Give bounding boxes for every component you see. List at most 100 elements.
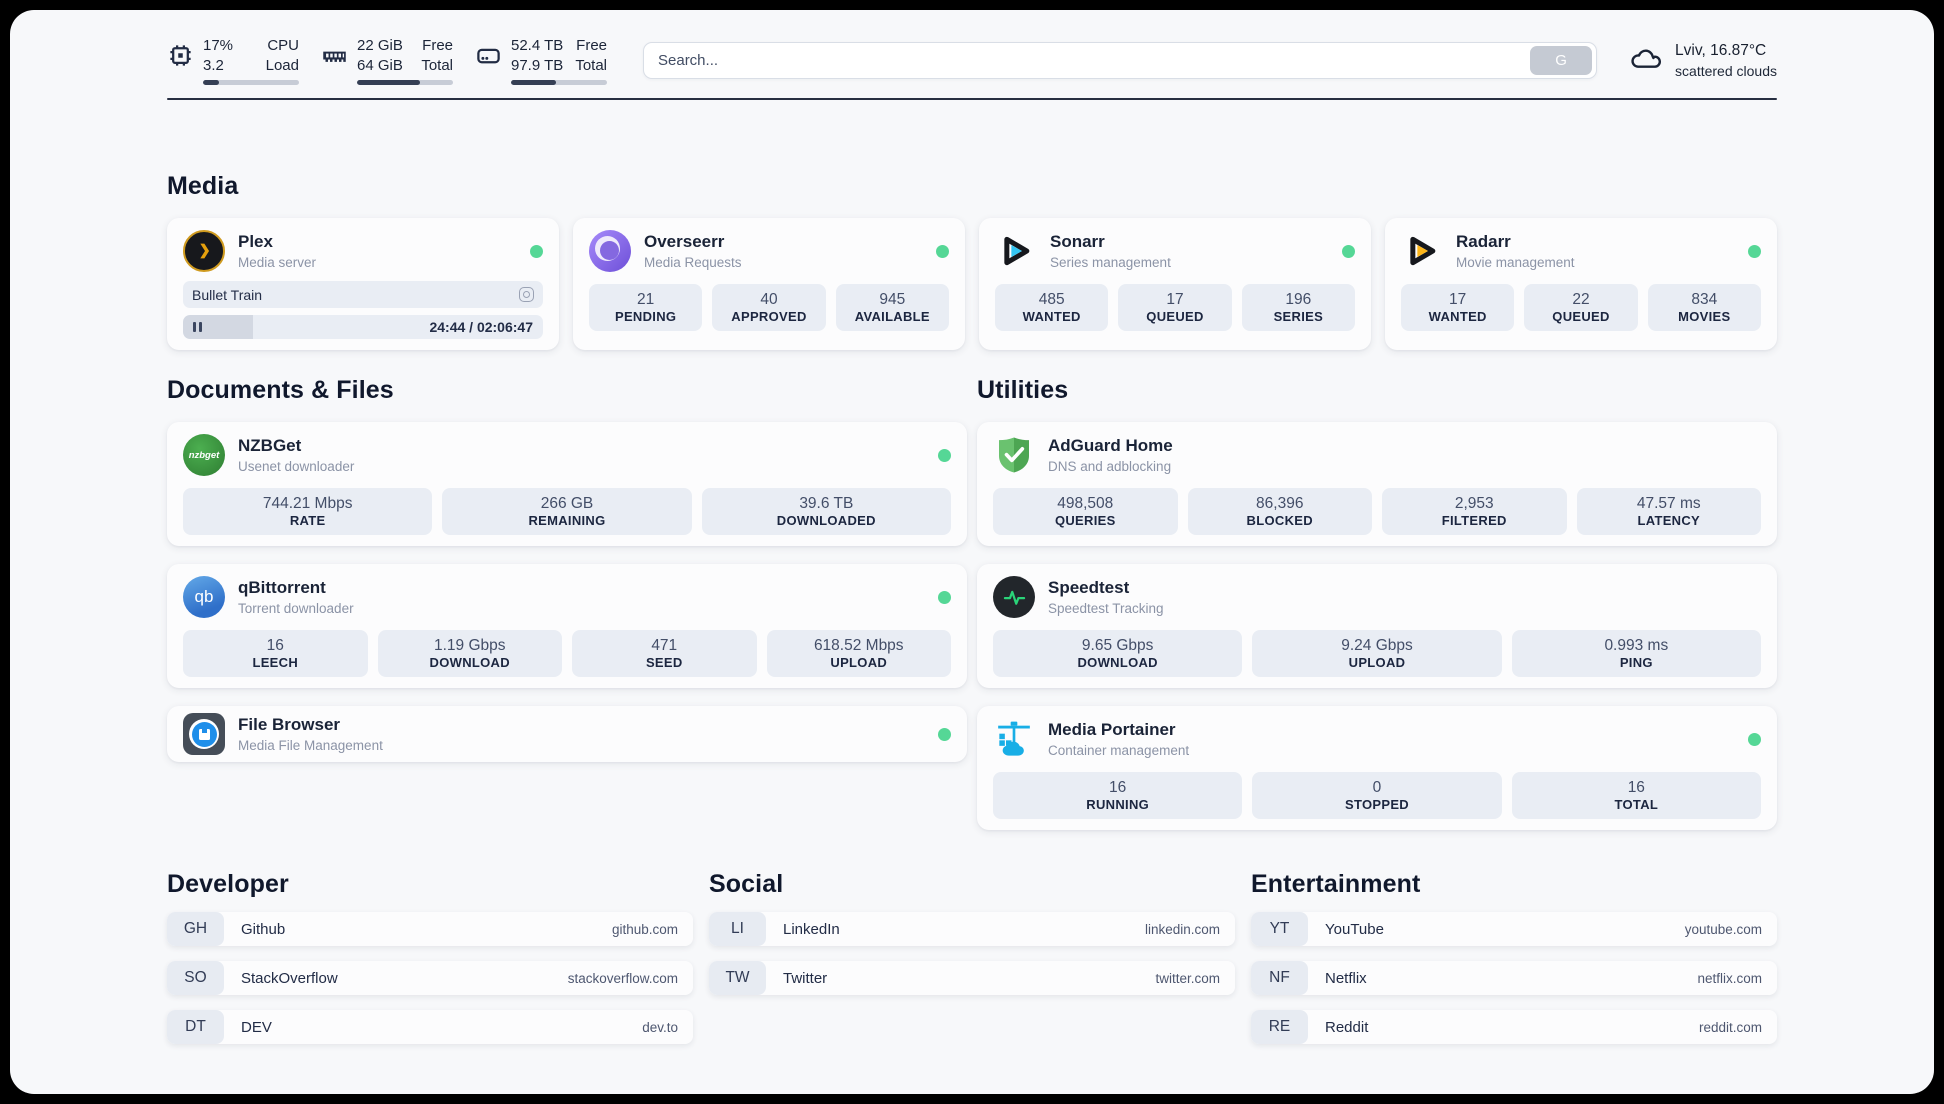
app-name: File Browser: [238, 715, 341, 735]
stat-value: 266 GB: [540, 494, 594, 512]
link-reddit[interactable]: RE Reddit reddit.com: [1251, 1010, 1777, 1044]
status-dot: [1342, 244, 1355, 258]
link-twitter[interactable]: TW Twitter twitter.com: [709, 961, 1235, 995]
stat-label: TOTAL: [1614, 797, 1659, 813]
stat-value: 471: [651, 636, 678, 654]
stat-label: LATENCY: [1637, 513, 1701, 529]
links-grid: Developer GH Github github.com SO StackO…: [167, 870, 1777, 1044]
app-card-plex[interactable]: Plex Media server Bullet Train 24:44 / 0…: [167, 218, 559, 350]
playback-progress-bar[interactable]: 24:44 / 02:06:47: [183, 315, 543, 339]
stat-value: 16: [266, 636, 284, 654]
link-youtube[interactable]: YT YouTube youtube.com: [1251, 912, 1777, 946]
link-abbr: LI: [709, 912, 766, 946]
stat-label: SEED: [645, 655, 683, 671]
ram-icon: [321, 42, 348, 69]
stat-box: 0.993 ms PING: [1511, 630, 1761, 677]
stat-value: 2,953: [1454, 494, 1494, 512]
app-card-filebrowser[interactable]: File Browser Media File Management: [167, 706, 967, 762]
app-card-radarr[interactable]: Radarr Movie management 17 WANTED 22 QUEUE…: [1385, 218, 1777, 350]
section-title-entertainment: Entertainment: [1251, 870, 1421, 898]
status-dot: [1748, 732, 1761, 746]
stat-box: 9.24 Gbps UPLOAD: [1252, 630, 1502, 677]
filebrowser-icon: [183, 713, 225, 755]
cpu-icon: [167, 42, 194, 69]
status-dot: [530, 244, 543, 258]
qbittorrent-icon: qb: [183, 576, 225, 618]
link-url: youtube.com: [1684, 921, 1762, 937]
cpu-progress-bar: [203, 80, 299, 85]
stat-label: LEECH: [252, 655, 299, 671]
stat-label: WANTED: [1428, 309, 1487, 325]
stat-label: QUEUED: [1146, 309, 1204, 325]
app-card-speedtest[interactable]: Speedtest Speedtest Tracking 9.65 Gbps DO…: [977, 564, 1777, 688]
link-name: YouTube: [1325, 920, 1384, 938]
app-desc: Speedtest Tracking: [1048, 600, 1164, 616]
stat-box: 266 GB REMAINING: [442, 488, 692, 535]
link-github[interactable]: GH Github github.com: [167, 912, 693, 946]
stat-box: 945 AVAILABLE: [835, 284, 949, 331]
stat-label: DOWNLOAD: [429, 655, 510, 671]
link-stackoverflow[interactable]: SO StackOverflow stackoverflow.com: [167, 961, 693, 995]
link-url: linkedin.com: [1144, 921, 1220, 937]
disk-free-label: Free: [576, 37, 607, 54]
stat-label: WANTED: [1022, 309, 1081, 325]
stat-value: 16: [1627, 778, 1645, 796]
app-card-qbittorrent[interactable]: qb qBittorrent Torrent downloader 16 LEEC…: [167, 564, 967, 688]
stat-value: 9.65 Gbps: [1081, 636, 1154, 654]
link-url: stackoverflow.com: [567, 970, 678, 986]
stat-box: 744.21 Mbps RATE: [183, 488, 433, 535]
status-dot: [938, 727, 951, 741]
stat-box: 471 SEED: [572, 630, 757, 677]
stat-box: 86,396 BLOCKED: [1187, 488, 1372, 535]
app-name: Sonarr: [1050, 232, 1105, 252]
stat-box: 485 WANTED: [995, 284, 1109, 331]
stat-value: 9.24 Gbps: [1341, 636, 1413, 654]
section-title-utilities: Utilities: [977, 376, 1069, 404]
nzbget-icon: nzbget: [183, 434, 225, 476]
ram-progress-bar: [357, 80, 453, 85]
status-dot: [938, 590, 951, 604]
link-abbr: YT: [1251, 912, 1308, 946]
cpu-load-label: Load: [265, 56, 299, 74]
stat-label: UPLOAD: [830, 655, 888, 671]
search-input[interactable]: [658, 52, 1531, 69]
link-abbr: TW: [709, 961, 766, 995]
stat-value: 47.57 ms: [1636, 494, 1701, 512]
app-desc: Series management: [1050, 254, 1171, 270]
stat-box: 834 MOVIES: [1647, 284, 1761, 331]
system-metrics: 17% CPU 3.2 Load 22 GiB Free 64 GiB Total: [167, 36, 607, 85]
app-desc: Media server: [238, 254, 317, 270]
app-name: NZBGet: [238, 436, 302, 456]
pause-icon: [193, 322, 202, 332]
stat-value: 196: [1285, 290, 1312, 308]
stat-box: 618.52 Mbps UPLOAD: [766, 630, 951, 677]
link-linkedin[interactable]: LI LinkedIn linkedin.com: [709, 912, 1235, 946]
search-engine-button[interactable]: G: [1530, 46, 1593, 75]
stat-box: 1.19 Gbps DOWNLOAD: [377, 630, 562, 677]
links-developer: Developer GH Github github.com SO StackO…: [167, 870, 693, 1044]
link-netflix[interactable]: NF Netflix netflix.com: [1251, 961, 1777, 995]
stat-label: APPROVED: [731, 309, 807, 325]
app-card-nzbget[interactable]: nzbget NZBGet Usenet downloader 744.21 M…: [167, 422, 967, 546]
stat-box: 17 WANTED: [1401, 284, 1515, 331]
stat-value: 40: [760, 290, 778, 308]
stat-value: 39.6 TB: [799, 494, 854, 512]
disk-total-value: 97.9 TB: [511, 56, 564, 74]
app-card-adguard[interactable]: AdGuard Home DNS and adblocking 498,508 Q…: [977, 422, 1777, 546]
stat-label: DOWNLOAD: [1077, 655, 1158, 671]
cpu-usage-value: 17%: [203, 37, 234, 54]
disc-icon: [519, 287, 534, 302]
link-dev[interactable]: DT DEV dev.to: [167, 1010, 693, 1044]
app-card-overseerr[interactable]: Overseerr Media Requests 21 PENDING 40 APP…: [573, 218, 965, 350]
stat-value: 86,396: [1256, 494, 1304, 512]
link-url: dev.to: [642, 1019, 678, 1035]
link-name: Reddit: [1325, 1018, 1369, 1036]
app-name: Radarr: [1456, 232, 1511, 252]
app-name: Media Portainer: [1048, 720, 1176, 740]
utilities-column: Utilities AdGuard Home DNS and adblockin…: [977, 376, 1777, 830]
app-card-sonarr[interactable]: Sonarr Series management 485 WANTED 17 QUE…: [979, 218, 1371, 350]
stat-value: 498,508: [1057, 494, 1114, 512]
stat-box: 40 APPROVED: [712, 284, 826, 331]
app-card-portainer[interactable]: Media Portainer Container management 16 R…: [977, 706, 1777, 830]
disk-progress-bar: [511, 80, 607, 85]
